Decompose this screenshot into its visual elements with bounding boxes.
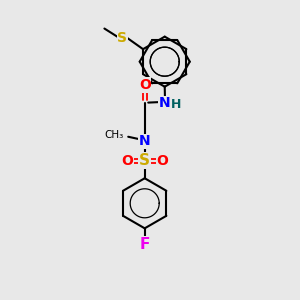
Text: N: N bbox=[159, 97, 170, 110]
Text: F: F bbox=[140, 237, 150, 252]
Text: O: O bbox=[156, 154, 168, 168]
Text: H: H bbox=[171, 98, 182, 111]
Text: N: N bbox=[139, 134, 151, 148]
Text: CH₃: CH₃ bbox=[105, 130, 124, 140]
Text: S: S bbox=[118, 31, 128, 45]
Text: O: O bbox=[121, 154, 133, 168]
Text: O: O bbox=[139, 78, 151, 92]
Text: S: S bbox=[139, 153, 150, 168]
